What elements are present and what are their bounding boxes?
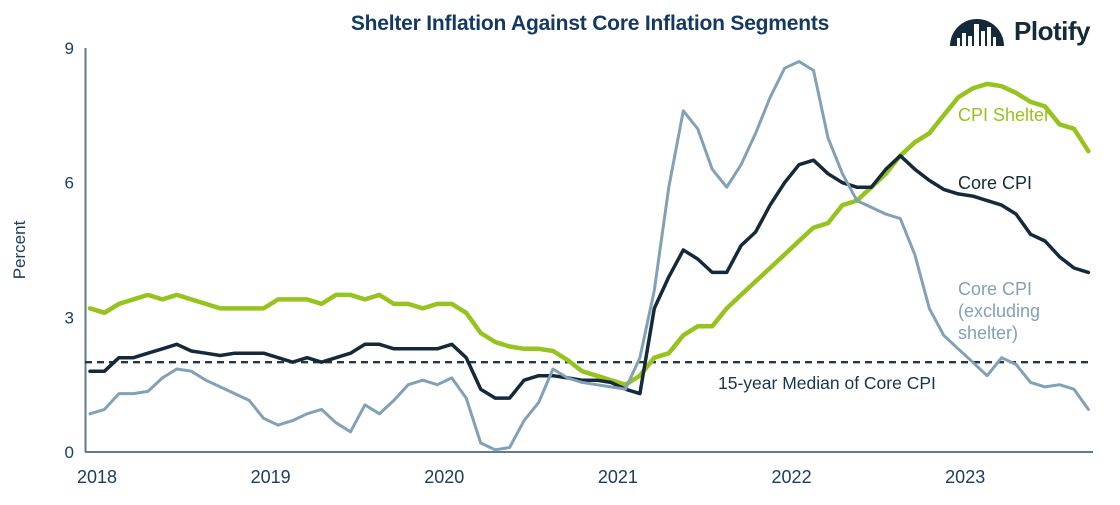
x-tick-label: 2019 xyxy=(251,467,291,487)
x-tick-label: 2022 xyxy=(772,467,812,487)
brand-name: Plotify xyxy=(1014,15,1090,46)
y-tick-label: 0 xyxy=(65,443,74,462)
chart-title: Shelter Inflation Against Core Inflation… xyxy=(350,12,830,35)
y-tick-label: 6 xyxy=(65,174,74,193)
series-line-cpi-shelter xyxy=(87,81,1091,387)
x-tick-label: 2023 xyxy=(945,467,985,487)
x-tick-label: 2018 xyxy=(77,467,117,487)
x-tick-label: 2021 xyxy=(598,467,638,487)
median-label: 15-year Median of Core CPI xyxy=(718,373,936,393)
series-label-core-cpi-excluding-shelter: shelter) xyxy=(958,323,1018,343)
series-label-cpi-shelter: CPI Shelter xyxy=(958,105,1050,125)
y-axis-title: Percent xyxy=(10,220,29,279)
series-line-core-cpi xyxy=(88,153,1091,400)
x-tick-label: 2020 xyxy=(424,467,464,487)
series-label-core-cpi-excluding-shelter: Core CPI xyxy=(958,279,1032,299)
series-line-core-cpi-excluding-shelter xyxy=(88,60,1090,452)
plotify-logo-icon xyxy=(950,19,1005,46)
y-tick-label: 3 xyxy=(65,308,74,327)
y-tick-label: 9 xyxy=(65,39,74,58)
series-label-core-cpi-excluding-shelter: (excluding xyxy=(958,301,1040,321)
series-label-core-cpi: Core CPI xyxy=(958,173,1032,193)
brand-logo: Plotify xyxy=(948,14,1090,48)
